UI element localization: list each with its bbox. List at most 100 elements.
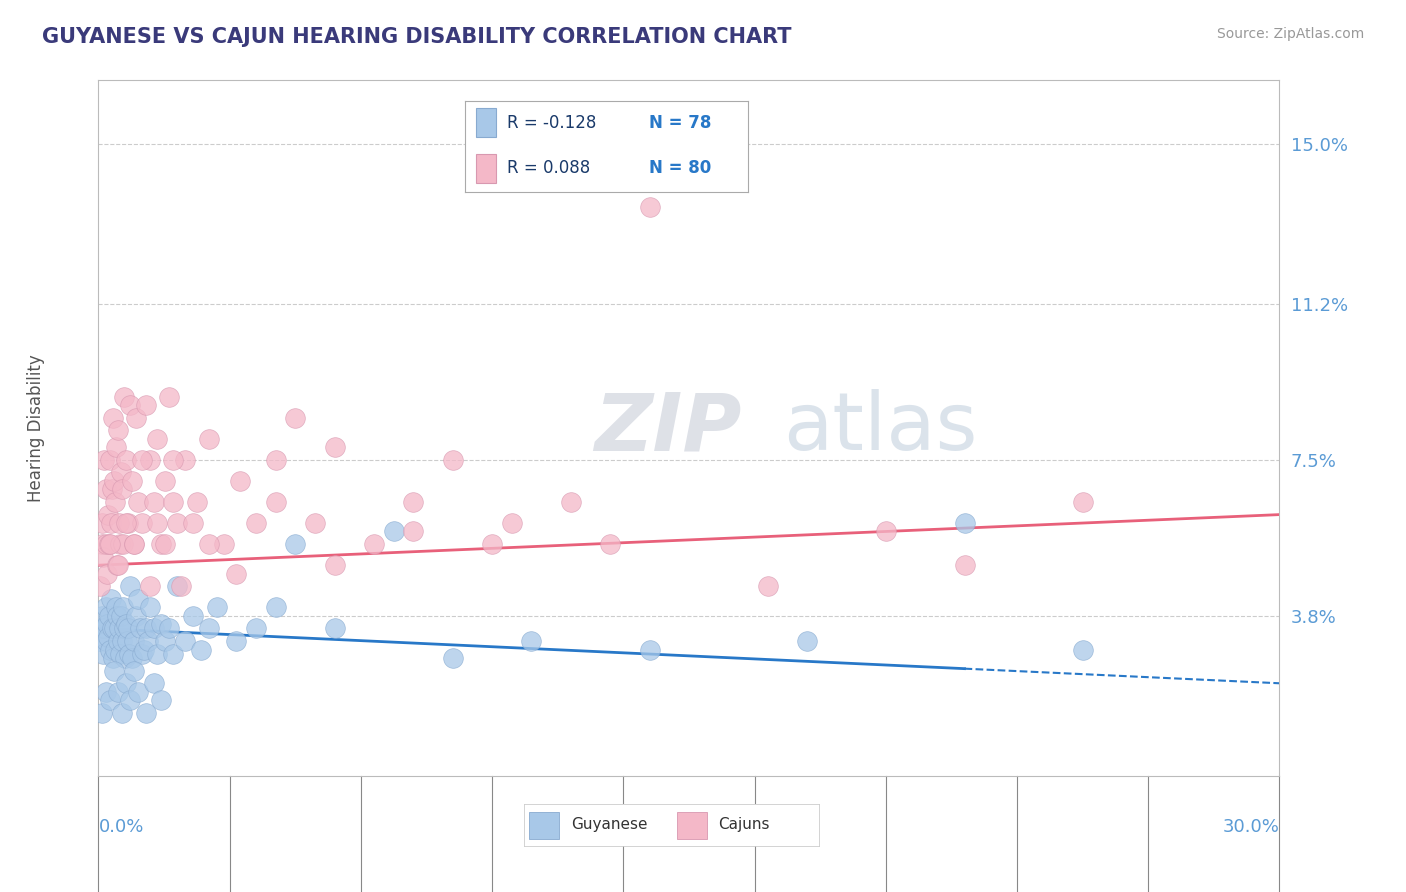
Point bbox=[181, 608, 204, 623]
Point bbox=[103, 474, 125, 488]
Point bbox=[284, 410, 307, 425]
Point bbox=[170, 579, 193, 593]
Point bbox=[107, 634, 129, 648]
Point bbox=[96, 566, 118, 581]
Point bbox=[91, 608, 114, 623]
Point bbox=[115, 516, 138, 530]
Point bbox=[112, 622, 135, 636]
Text: ZIP: ZIP bbox=[595, 389, 742, 467]
Point bbox=[796, 634, 818, 648]
Point bbox=[142, 622, 165, 636]
Point bbox=[93, 622, 115, 636]
Point bbox=[122, 537, 145, 551]
Point bbox=[146, 516, 169, 530]
Point bbox=[108, 537, 131, 551]
Point bbox=[229, 474, 252, 488]
Point bbox=[131, 647, 153, 661]
Point bbox=[104, 642, 127, 657]
Point bbox=[181, 516, 204, 530]
Point bbox=[245, 516, 267, 530]
Point bbox=[225, 634, 247, 648]
Point bbox=[103, 622, 125, 636]
Point bbox=[107, 423, 129, 437]
Point bbox=[125, 608, 148, 623]
Point bbox=[138, 600, 160, 615]
Point bbox=[157, 622, 180, 636]
Point bbox=[100, 591, 122, 606]
Point bbox=[111, 537, 134, 551]
Point bbox=[245, 622, 267, 636]
Point bbox=[94, 483, 117, 497]
Point bbox=[96, 537, 118, 551]
Point bbox=[91, 516, 114, 530]
Point bbox=[122, 664, 145, 678]
Point bbox=[162, 495, 184, 509]
Point bbox=[108, 622, 131, 636]
Point bbox=[264, 495, 287, 509]
Point bbox=[146, 647, 169, 661]
Point bbox=[98, 642, 121, 657]
Point bbox=[155, 634, 177, 648]
Point bbox=[94, 634, 117, 648]
Point bbox=[953, 558, 976, 573]
Point bbox=[441, 452, 464, 467]
Point bbox=[90, 537, 112, 551]
Point bbox=[1071, 495, 1094, 509]
Point bbox=[166, 579, 188, 593]
Point bbox=[98, 537, 121, 551]
Point bbox=[98, 608, 121, 623]
Point bbox=[131, 452, 153, 467]
Point bbox=[105, 440, 128, 454]
Point bbox=[481, 537, 503, 551]
Point bbox=[197, 537, 219, 551]
Point bbox=[101, 483, 124, 497]
Point bbox=[122, 634, 145, 648]
Point bbox=[110, 608, 132, 623]
Point bbox=[135, 398, 157, 412]
Point bbox=[122, 537, 145, 551]
Point bbox=[103, 664, 125, 678]
Point bbox=[264, 452, 287, 467]
Point bbox=[89, 634, 111, 648]
Point bbox=[363, 537, 385, 551]
Point bbox=[190, 642, 212, 657]
Point bbox=[138, 579, 160, 593]
Point bbox=[155, 474, 177, 488]
Point bbox=[560, 495, 582, 509]
Point bbox=[91, 549, 114, 564]
Point bbox=[150, 537, 173, 551]
Point bbox=[225, 566, 247, 581]
Point bbox=[115, 452, 138, 467]
Point bbox=[91, 647, 114, 661]
Point bbox=[323, 440, 346, 454]
Point bbox=[402, 495, 425, 509]
Point bbox=[96, 617, 118, 632]
Point bbox=[104, 495, 127, 509]
Point bbox=[264, 600, 287, 615]
Point bbox=[96, 684, 118, 698]
Point bbox=[875, 524, 897, 539]
Point bbox=[125, 410, 148, 425]
Point bbox=[284, 537, 307, 551]
Point bbox=[520, 634, 543, 648]
Point bbox=[128, 622, 150, 636]
Point bbox=[90, 622, 112, 636]
Point bbox=[111, 483, 134, 497]
Point bbox=[107, 684, 129, 698]
Point bbox=[118, 398, 141, 412]
Point bbox=[97, 508, 120, 522]
Point bbox=[323, 622, 346, 636]
Point bbox=[115, 634, 138, 648]
Point bbox=[638, 642, 661, 657]
Point bbox=[127, 684, 149, 698]
Point bbox=[103, 651, 125, 665]
Text: Source: ZipAtlas.com: Source: ZipAtlas.com bbox=[1216, 27, 1364, 41]
Point bbox=[108, 516, 131, 530]
Point bbox=[121, 474, 143, 488]
Point bbox=[98, 693, 121, 707]
Point bbox=[121, 651, 143, 665]
Point bbox=[89, 579, 111, 593]
Point bbox=[501, 516, 523, 530]
Point bbox=[105, 608, 128, 623]
Point bbox=[111, 634, 134, 648]
